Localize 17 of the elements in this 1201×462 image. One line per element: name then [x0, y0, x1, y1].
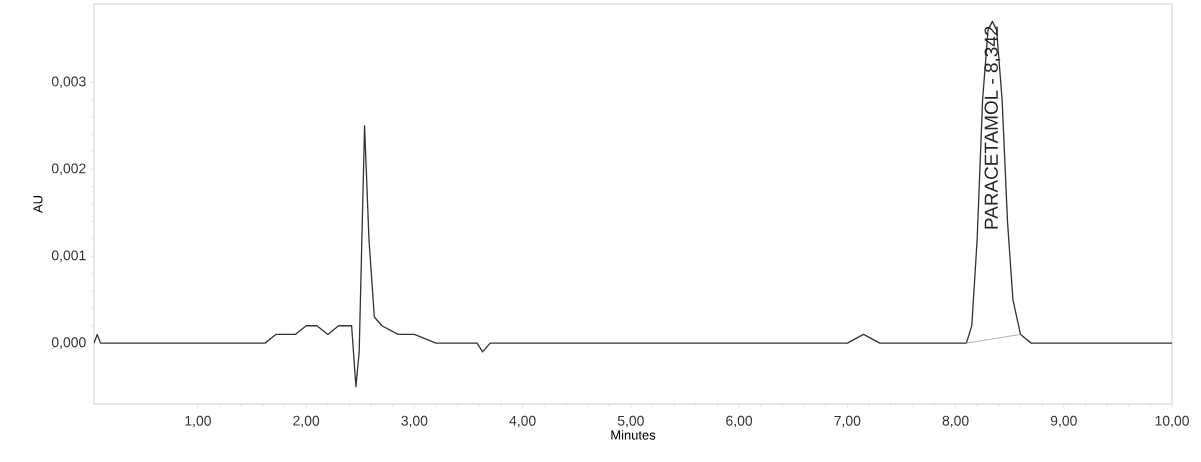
y-tick-label: 0,002 — [51, 163, 86, 175]
y-tick-label: 0,000 — [51, 337, 86, 349]
x-tick-label: 5,00 — [617, 415, 644, 428]
y-axis-title: AU — [33, 196, 43, 213]
x-tick-label: 8,00 — [942, 415, 969, 428]
x-tick-label: 9,00 — [1050, 415, 1077, 428]
x-axis-title: Minutes — [611, 430, 656, 440]
x-tick-label: 1,00 — [185, 415, 211, 428]
x-tick-label: 2,00 — [293, 415, 320, 428]
y-tick-label: 0,003 — [51, 76, 86, 89]
x-tick-label: 6,00 — [726, 415, 753, 428]
y-tick-label: 0,001 — [51, 250, 86, 262]
x-tick-label: 3,00 — [401, 415, 428, 428]
annotation: PARACETAMOL - 8,342 — [984, 26, 1001, 229]
x-tick-label: 4,00 — [509, 415, 536, 428]
x-tick-label: 10,00 — [1155, 415, 1189, 428]
x-tick-label: 7,00 — [834, 415, 861, 428]
